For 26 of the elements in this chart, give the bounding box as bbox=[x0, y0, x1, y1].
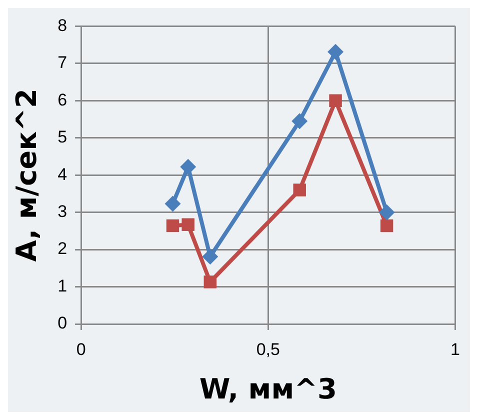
point bbox=[329, 94, 342, 108]
point bbox=[164, 196, 181, 212]
point bbox=[380, 219, 394, 232]
y-tick-label: 1 bbox=[58, 276, 68, 296]
point bbox=[166, 219, 180, 232]
point bbox=[328, 44, 344, 60]
point bbox=[202, 248, 218, 265]
x-tick-label: 1 bbox=[450, 340, 460, 359]
y-axis-title: A, м/сек^2 bbox=[10, 88, 44, 262]
point bbox=[378, 204, 395, 220]
point bbox=[293, 184, 306, 196]
point bbox=[204, 276, 217, 288]
point bbox=[292, 113, 308, 130]
x-tick-label: 0 bbox=[76, 340, 86, 359]
x-axis-title: W, мм^3 bbox=[199, 372, 338, 406]
y-tick-label: 2 bbox=[58, 239, 68, 258]
y-tick-label: 3 bbox=[58, 202, 68, 222]
y-tick-label: 5 bbox=[58, 128, 68, 147]
point bbox=[182, 218, 194, 231]
y-tick-label: 7 bbox=[58, 53, 68, 72]
point bbox=[180, 158, 196, 175]
y-tick-label: 6 bbox=[58, 90, 68, 110]
x-tick-label: 0,5 bbox=[256, 340, 280, 359]
y-tick-label: 4 bbox=[58, 164, 68, 184]
y-tick-label: 8 bbox=[58, 16, 68, 35]
y-tick-label: 0 bbox=[58, 314, 68, 333]
